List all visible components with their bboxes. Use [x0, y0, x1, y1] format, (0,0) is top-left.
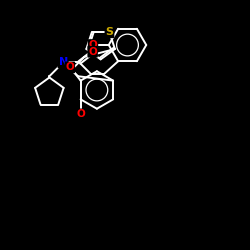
- Text: O: O: [76, 109, 85, 119]
- Text: O: O: [88, 40, 98, 50]
- Text: O: O: [66, 62, 74, 72]
- Text: N: N: [58, 58, 68, 68]
- Text: O: O: [88, 47, 97, 57]
- Text: S: S: [106, 27, 114, 37]
